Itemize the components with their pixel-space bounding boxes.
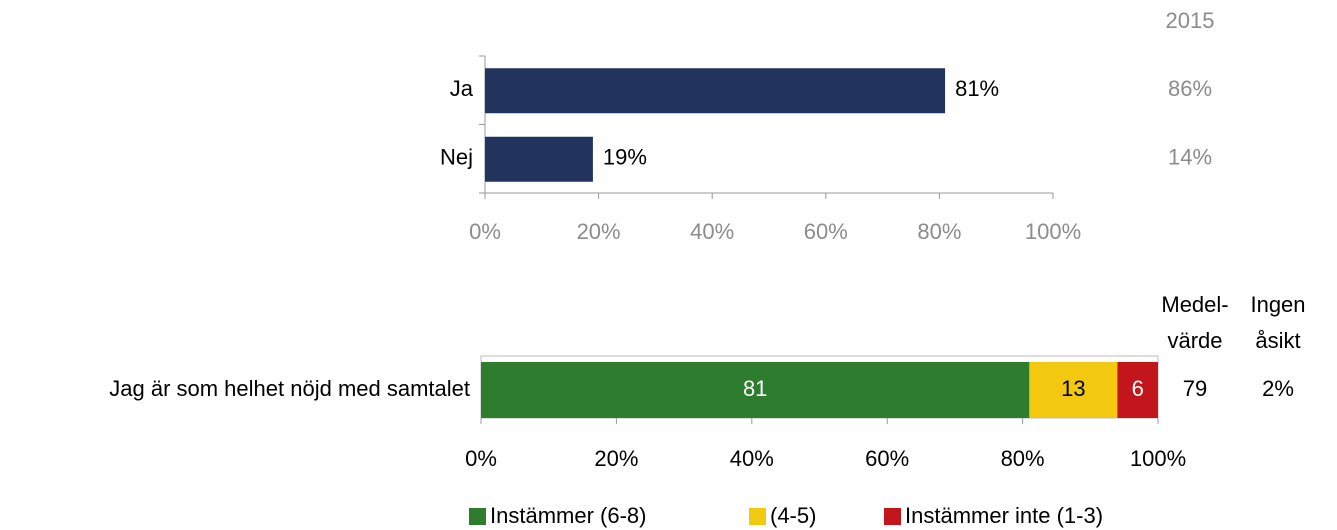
column-header: värde <box>1167 328 1222 353</box>
value-label: 81 <box>743 376 767 401</box>
legend-label: (4-5) <box>770 503 816 528</box>
bar <box>485 68 946 114</box>
x-tick-label: 0% <box>469 219 501 244</box>
bar <box>485 136 593 182</box>
column-value: 2% <box>1262 376 1294 401</box>
x-tick-label: 60% <box>865 446 909 471</box>
x-tick-label: 20% <box>577 219 621 244</box>
bar-segment <box>481 362 1030 418</box>
value-label: 81% <box>955 76 999 101</box>
y-tick-label: Nej <box>440 145 473 170</box>
column-header: Ingen <box>1250 292 1305 317</box>
x-tick-label: 20% <box>594 446 638 471</box>
x-tick-label: 100% <box>1025 219 1081 244</box>
x-tick-label: 60% <box>804 219 848 244</box>
x-tick-label: 0% <box>465 446 497 471</box>
legend-swatch <box>884 508 901 525</box>
x-tick-label: 80% <box>1001 446 1045 471</box>
comparison-header: 2015 <box>1166 8 1215 33</box>
y-tick-label: Jag är som helhet nöjd med samtalet <box>109 376 470 401</box>
comparison-value: 86% <box>1168 76 1212 101</box>
y-tick-label: Ja <box>450 76 474 101</box>
value-label: 13 <box>1061 376 1085 401</box>
legend-label: Instämmer (6-8) <box>490 503 646 528</box>
bar-segment <box>1117 362 1158 418</box>
bar-segment <box>1029 362 1118 418</box>
legend-label: Instämmer inte (1-3) <box>905 503 1103 528</box>
column-header: åsikt <box>1255 328 1300 353</box>
column-value: 79 <box>1183 376 1207 401</box>
legend-swatch <box>469 508 486 525</box>
legend-swatch <box>749 508 766 525</box>
x-tick-label: 40% <box>730 446 774 471</box>
column-header: Medel- <box>1161 292 1228 317</box>
x-tick-label: 40% <box>690 219 734 244</box>
x-tick-label: 100% <box>1130 446 1186 471</box>
value-label: 6 <box>1132 376 1144 401</box>
x-tick-label: 80% <box>917 219 961 244</box>
value-label: 19% <box>603 145 647 170</box>
comparison-value: 14% <box>1168 145 1212 170</box>
